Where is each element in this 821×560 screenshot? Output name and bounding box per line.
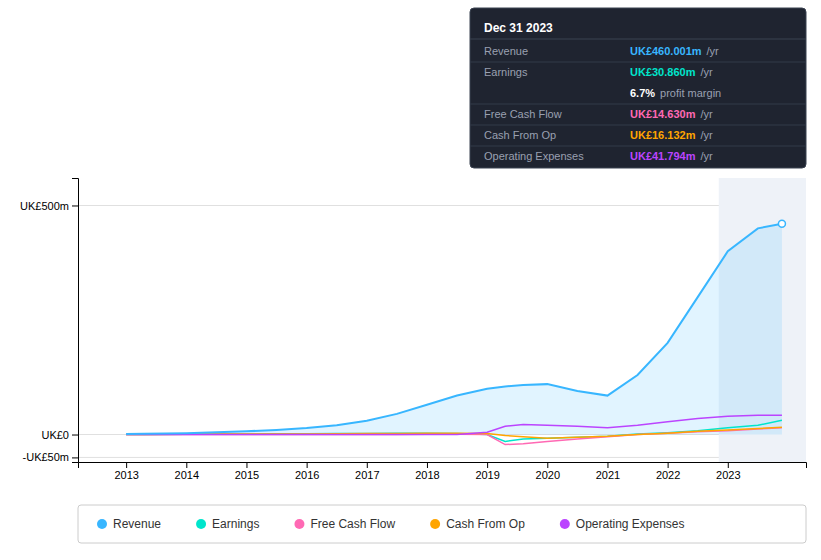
x-tick-label: 2020	[536, 469, 560, 481]
x-tick-label: 2017	[355, 469, 379, 481]
x-tick-label: 2019	[475, 469, 499, 481]
panel-suffix: /yr	[700, 66, 713, 78]
legend-swatch	[196, 519, 206, 529]
x-tick-label: 2018	[415, 469, 439, 481]
legend-label: Earnings	[212, 517, 259, 531]
panel-suffix: /yr	[700, 129, 713, 141]
x-axis: 2013 2014 2015 2016 2017 2018 2019 2020 2021 2022…	[79, 462, 807, 481]
legend-swatch	[430, 519, 440, 529]
legend: Revenue Earnings Free Cash Flow Cash From O…	[78, 505, 806, 543]
y-tick-label: UK£500m	[20, 200, 69, 212]
y-axis: -UK£50m UK£0 UK£500m	[20, 179, 78, 464]
legend-box	[78, 505, 806, 543]
grid-line	[78, 205, 806, 206]
x-tick-mark	[307, 462, 308, 468]
panel-label: Revenue	[484, 45, 528, 57]
x-tick-label: 2021	[596, 469, 620, 481]
x-tick: 2023	[716, 462, 740, 481]
panel-separator	[470, 62, 806, 63]
y-tick-mark	[72, 457, 78, 458]
line	[126, 420, 782, 441]
x-tick-mark	[547, 462, 548, 468]
x-tick-label: 2015	[235, 469, 259, 481]
chart-container: 2013 2014 2015 2016 2017 2018 2019 2020 2021 2022…	[0, 0, 821, 560]
y-tick: UK£500m	[20, 200, 78, 212]
legend-label: Free Cash Flow	[310, 517, 395, 531]
y-tick-label: -UK£50m	[23, 451, 69, 463]
line	[126, 428, 782, 445]
x-tick: 2013	[114, 462, 138, 481]
x-tick: 2016	[295, 462, 319, 481]
legend-label: Cash From Op	[446, 517, 525, 531]
legend-label: Operating Expenses	[576, 517, 685, 531]
x-tick-label: 2022	[656, 469, 680, 481]
x-tick-label: 2023	[716, 469, 740, 481]
panel-separator	[470, 39, 806, 40]
x-tick: 2018	[415, 462, 439, 481]
x-tick-label: 2016	[295, 469, 319, 481]
legend-label: Revenue	[113, 517, 161, 531]
x-tick: 2019	[475, 462, 499, 481]
panel-value: UK£14.630m	[630, 108, 696, 120]
plot-area	[126, 178, 806, 462]
panel-suffix: /yr	[700, 150, 713, 162]
x-tick-mark	[246, 462, 247, 468]
x-tick-label: 2013	[114, 469, 138, 481]
x-axis-line	[79, 463, 807, 469]
panel-separator	[470, 125, 806, 126]
area	[126, 224, 782, 435]
x-tick: 2021	[596, 462, 620, 481]
panel-suffix: /yr	[707, 45, 720, 57]
x-tick-mark	[427, 462, 428, 468]
panel-value: 6.7%	[630, 87, 655, 99]
x-tick: 2022	[656, 462, 680, 481]
panel-separator	[470, 104, 806, 105]
y-tick-mark	[72, 435, 78, 436]
panel-label: Free Cash Flow	[484, 108, 562, 120]
panel-label: Cash From Op	[484, 129, 556, 141]
x-tick-mark	[186, 462, 187, 468]
panel-suffix: /yr	[700, 108, 713, 120]
panel-box	[470, 8, 806, 168]
x-tick-mark	[126, 462, 127, 468]
panel-suffix: profit margin	[660, 87, 721, 99]
panel-title: Dec 31 2023	[484, 21, 553, 35]
latest-point	[778, 220, 785, 227]
y-tick-mark	[72, 205, 78, 206]
x-tick-mark	[728, 462, 729, 468]
panel-label: Operating Expenses	[484, 150, 584, 162]
legend-swatch	[294, 519, 304, 529]
x-tick-mark	[367, 462, 368, 468]
grid-line	[78, 457, 806, 458]
panel-separator	[470, 146, 806, 147]
x-tick: 2014	[175, 462, 199, 481]
y-axis-line	[72, 179, 79, 463]
panel-value: UK£30.860m	[630, 66, 696, 78]
x-tick-label: 2014	[175, 469, 199, 481]
line	[126, 224, 782, 434]
panel-value: UK£16.132m	[630, 129, 696, 141]
info-panel: Dec 31 2023 Revenue UK£460.001m/yr Earnings…	[470, 8, 806, 168]
legend-swatch	[560, 519, 570, 529]
panel-label: Earnings	[484, 66, 528, 78]
x-tick-mark	[487, 462, 488, 468]
x-tick-mark	[668, 462, 669, 468]
y-tick: UK£0	[41, 429, 78, 441]
panel-value: UK£41.794m	[630, 150, 696, 162]
chart-svg: 2013 2014 2015 2016 2017 2018 2019 2020 2021 2022…	[0, 0, 821, 560]
grid	[78, 205, 806, 457]
x-tick: 2015	[235, 462, 259, 481]
x-tick-mark	[607, 462, 608, 468]
y-tick-label: UK£0	[41, 429, 69, 441]
x-tick: 2017	[355, 462, 379, 481]
y-tick: -UK£50m	[23, 451, 78, 463]
panel-value: UK£460.001m	[630, 45, 702, 57]
legend-swatch	[97, 519, 107, 529]
x-tick: 2020	[536, 462, 560, 481]
